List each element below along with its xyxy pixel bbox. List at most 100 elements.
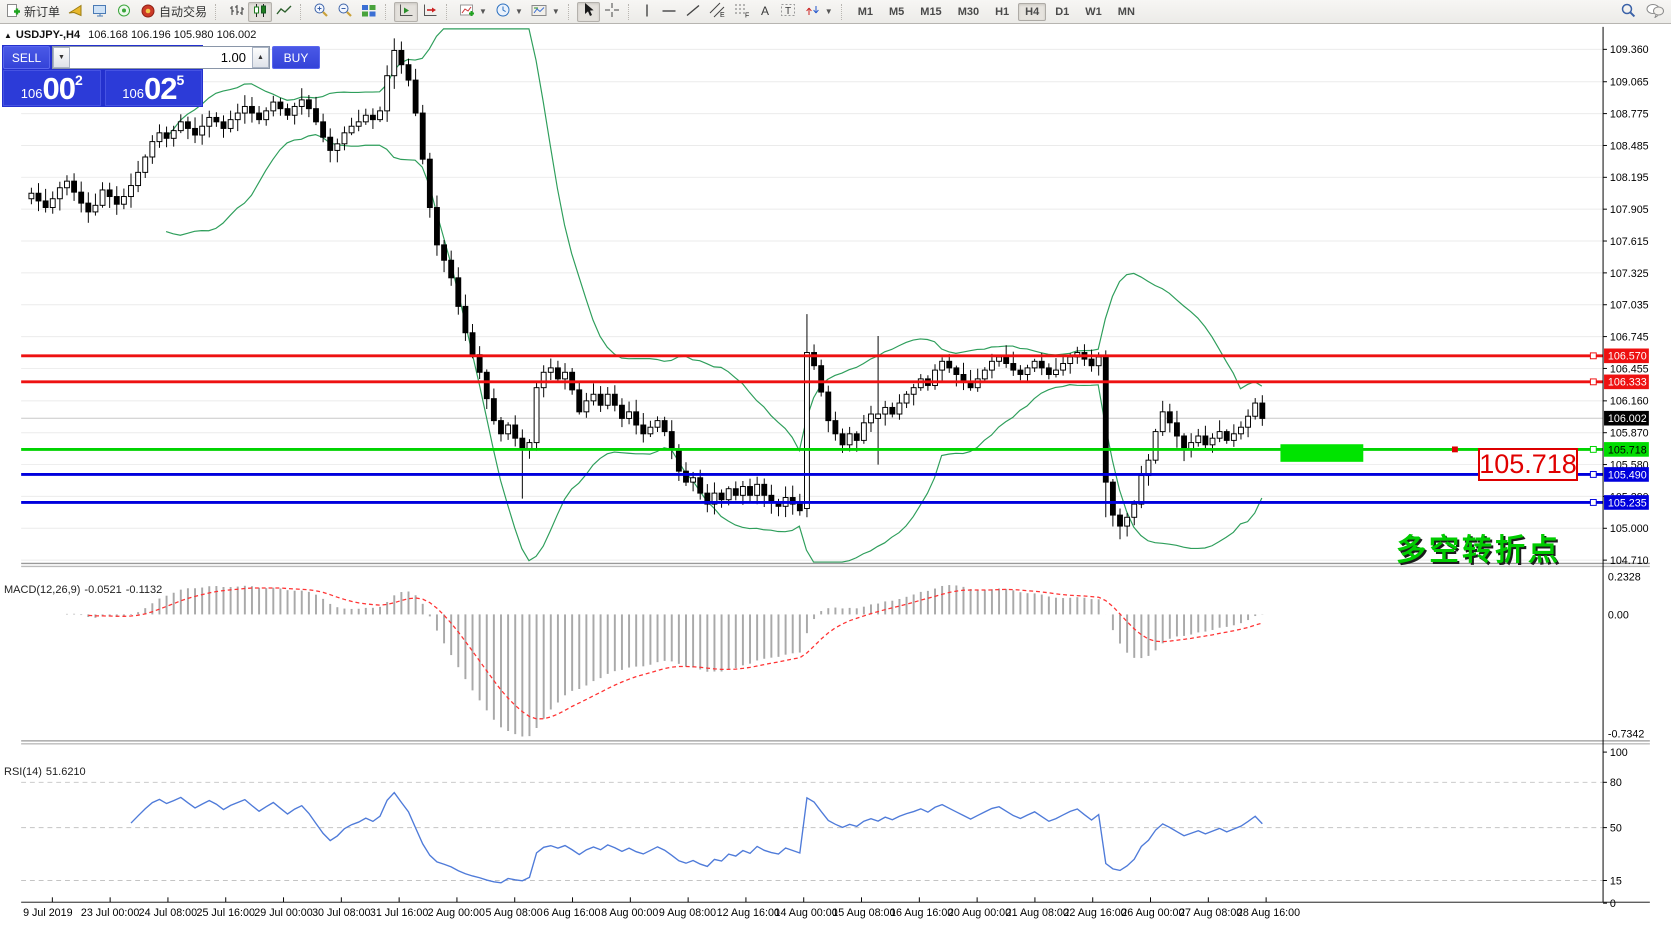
tab-timeframe-D1[interactable]: D1: [1055, 5, 1070, 18]
candle-body: [170, 130, 177, 139]
sell-price-big: 00: [42, 71, 75, 106]
time-tick-label: 2 Aug 00:00: [428, 907, 485, 919]
candle-body: [853, 433, 860, 441]
tab-timeframe-M1[interactable]: M1: [857, 5, 873, 18]
candle-body: [718, 492, 725, 501]
candle-body: [1252, 402, 1259, 417]
autoscroll-button[interactable]: [394, 1, 419, 22]
buy-price-display[interactable]: 106 02 5: [104, 70, 202, 106]
text-tool-button[interactable]: A: [755, 2, 776, 22]
candle-body: [441, 244, 447, 261]
charts-window-button[interactable]: [88, 2, 112, 22]
new-order-button[interactable]: 新订单: [2, 2, 64, 22]
time-tick-label: 20 Aug 00:00: [948, 907, 1011, 919]
tab-timeframe-H4[interactable]: H4: [1018, 2, 1047, 21]
signal-button[interactable]: [112, 2, 136, 22]
chat-button[interactable]: [1641, 2, 1669, 22]
candle-body: [64, 180, 70, 189]
price-callout-box[interactable]: 105.718: [1478, 448, 1578, 481]
volume-input[interactable]: [70, 47, 252, 68]
hline-handle[interactable]: [1589, 471, 1597, 478]
time-tick-label: 6 Aug 16:00: [543, 907, 600, 919]
callout-anchor-handle[interactable]: [1451, 446, 1458, 453]
sell-price-display[interactable]: 106 00 2: [3, 70, 101, 106]
cursor-tool-button[interactable]: [576, 1, 600, 22]
candle-body: [675, 448, 682, 472]
hline-tool-button[interactable]: [657, 2, 681, 22]
candle-body: [1024, 367, 1031, 375]
chart-window[interactable]: 0.2328 0.00 -0.7342 100 80 50 15 0 109.360 109.06…: [0, 24, 1671, 948]
tab-timeframe-MN[interactable]: MN: [1117, 5, 1135, 18]
time-tick-label: 29 Jul 00:00: [254, 907, 312, 919]
fibo-tool-button[interactable]: F: [730, 2, 755, 22]
chart-shift-icon: [422, 3, 438, 21]
candlestick-chart-button[interactable]: [248, 1, 273, 22]
candle-body: [498, 420, 504, 435]
main-toolbar: 新订单 自动交易: [0, 0, 1671, 24]
candle-body: [1124, 516, 1131, 527]
chart-annotation-text[interactable]: 多空转折点: [1396, 533, 1561, 568]
candle-body: [946, 360, 953, 369]
arrows-tool-button[interactable]: ▼: [801, 2, 837, 22]
candle-body: [1245, 415, 1252, 428]
candle-body: [1195, 435, 1202, 444]
volume-increase-button[interactable]: ▲: [252, 47, 269, 68]
crosshair-tool-button[interactable]: [600, 2, 624, 22]
bar-chart-button[interactable]: [224, 2, 248, 22]
tab-timeframe-M5[interactable]: M5: [889, 5, 905, 18]
candle-body: [398, 49, 405, 66]
tab-timeframe-W1[interactable]: W1: [1085, 5, 1102, 18]
autotrade-button[interactable]: 自动交易: [136, 2, 211, 22]
candle-body: [1088, 358, 1095, 367]
volume-decrease-button[interactable]: ▼: [53, 47, 70, 68]
autotrade-label: 自动交易: [159, 5, 208, 19]
search-button[interactable]: [1616, 2, 1641, 22]
rsi-scale-label: 50: [1610, 823, 1622, 835]
vline-tool-button[interactable]: [637, 2, 657, 22]
price-chart-canvas[interactable]: 0.2328 0.00 -0.7342 100 80 50 15 0 109.360 109.06…: [0, 24, 1671, 948]
candle-body: [348, 125, 355, 134]
templates-button[interactable]: ▼: [527, 2, 564, 22]
line-chart-button[interactable]: [272, 2, 296, 22]
zoom-in-button[interactable]: [309, 2, 333, 22]
candle-body: [846, 433, 853, 446]
macd-signal-value: -0.1132: [125, 584, 163, 596]
hline-handle[interactable]: [1589, 352, 1597, 360]
vline-icon: [641, 3, 653, 21]
channel-icon: E: [709, 2, 726, 21]
candle-body: [882, 406, 889, 415]
tab-timeframe-H1[interactable]: H1: [995, 5, 1010, 18]
zoom-out-button[interactable]: [333, 2, 357, 22]
sell-button[interactable]: SELL: [3, 46, 50, 69]
hline-handle[interactable]: [1589, 378, 1597, 386]
tab-timeframe-M30[interactable]: M30: [957, 5, 980, 18]
chart-shift-button[interactable]: [418, 2, 442, 22]
candle-body: [583, 400, 590, 413]
periods-button[interactable]: ▼: [491, 2, 527, 22]
candle-body: [732, 488, 739, 496]
green-highlight-box[interactable]: [1280, 444, 1364, 462]
rsi-value: 51.6210: [45, 766, 86, 778]
label-tool-button[interactable]: T: [776, 2, 801, 22]
ohlc-values: 106.168 106.196 105.980 106.002: [88, 29, 257, 41]
tab-timeframe-M15[interactable]: M15: [920, 5, 942, 18]
time-tick-label: 27 Aug 08:00: [1179, 907, 1242, 919]
channel-tool-button[interactable]: E: [705, 2, 730, 22]
megaphone-button[interactable]: [64, 2, 88, 22]
hline-handle[interactable]: [1589, 499, 1597, 506]
buy-button[interactable]: BUY: [272, 46, 320, 69]
candle-body: [654, 420, 661, 428]
tile-windows-button[interactable]: [357, 2, 381, 22]
toolbar-separator: [627, 3, 634, 20]
time-tick-label: 16 Aug 16:00: [890, 907, 953, 919]
candle-body: [284, 108, 291, 116]
indicators-button[interactable]: ▼: [455, 2, 491, 22]
candle-body: [113, 196, 120, 205]
bollinger-upper-band[interactable]: [165, 28, 1263, 453]
candle-body: [28, 192, 35, 200]
candle-body: [939, 360, 946, 371]
trendline-tool-button[interactable]: [681, 2, 705, 22]
candle-body: [626, 411, 632, 419]
hline-handle[interactable]: [1589, 445, 1597, 453]
rsi-scale-label: 80: [1610, 777, 1622, 789]
